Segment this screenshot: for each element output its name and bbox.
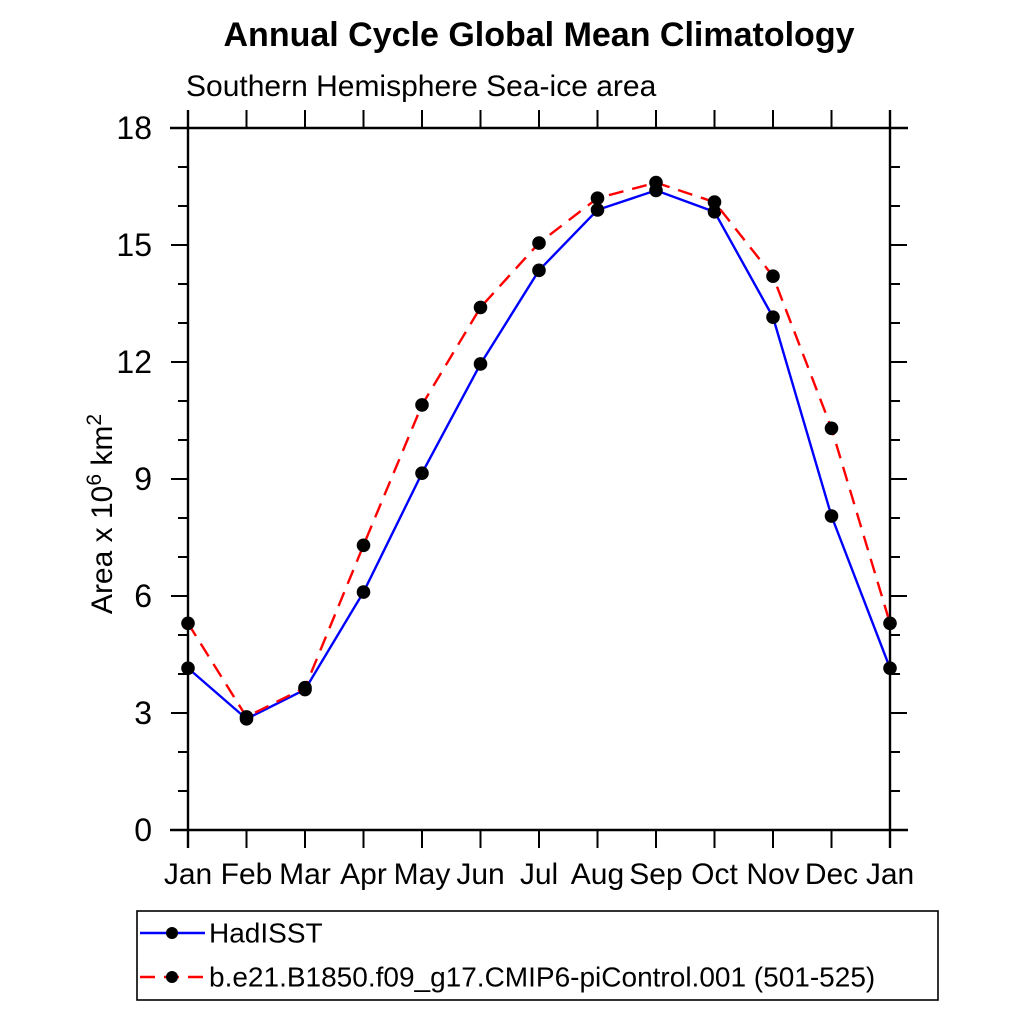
legend-box [136, 910, 939, 1001]
data-point-series-0 [883, 661, 897, 675]
y-tick-label: 9 [134, 461, 152, 497]
data-point-series-1 [181, 616, 195, 631]
chart-subtitle: Southern Hemisphere Sea-ice area [186, 70, 657, 103]
data-point-series-0 [473, 357, 488, 371]
x-tick-label: Oct [691, 858, 738, 891]
x-tick-label: Dec [805, 858, 858, 891]
x-tick-label: Sep [629, 858, 682, 891]
data-point-series-1 [298, 680, 312, 695]
y-axis-label: Area x 106 km2 [83, 414, 119, 614]
legend-marker-1 [166, 971, 178, 983]
data-point-series-1 [473, 300, 488, 315]
data-series [181, 175, 897, 726]
x-tick-label: Aug [571, 858, 624, 891]
data-point-series-0 [766, 310, 780, 324]
x-tick-label: May [394, 858, 451, 891]
y-axis-label-superscript: 2 [83, 414, 106, 426]
data-point-series-1 [356, 538, 371, 553]
data-point-series-0 [590, 203, 605, 217]
data-point-series-1 [649, 175, 663, 190]
data-point-series-0 [532, 263, 546, 278]
y-tick-label: 6 [134, 578, 152, 614]
x-tick-label: Apr [340, 858, 387, 891]
y-tick-label: 3 [134, 695, 152, 731]
data-point-series-1 [824, 421, 839, 436]
x-tick-label: Jan [164, 858, 212, 891]
y-tick-label: 15 [116, 227, 152, 263]
data-point-series-1 [532, 236, 546, 250]
x-tick-labels: Jan Feb Mar Apr May Jun Jul Aug Sep Oct Nov Dec Jan [164, 858, 914, 891]
plot-frame [170, 110, 908, 848]
data-point-series-1 [707, 195, 722, 209]
y-tick-labels: 0 3 6 9 12 15 18 [116, 110, 152, 848]
data-point-series-1 [883, 616, 897, 631]
data-point-series-1 [415, 398, 429, 412]
x-tick-label: Nov [746, 858, 799, 891]
legend-label-1: b.e21.B1850.f09_g17.CMIP6-piControl.001 … [209, 962, 875, 993]
legend: HadISST b.e21.B1850.f09_g17.CMIP6-piContr… [136, 910, 939, 1001]
data-point-series-0 [707, 205, 722, 219]
y-tick-label: 18 [116, 110, 152, 146]
data-point-series-0 [415, 466, 429, 480]
y-axis-label-superscript: 6 [83, 474, 106, 486]
data-point-series-1 [766, 269, 780, 284]
x-tick-label: Jun [456, 858, 504, 891]
legend-marker-0 [166, 927, 178, 939]
data-point-series-0 [824, 509, 839, 523]
y-axis-label-part: km [86, 426, 119, 474]
y-tick-label: 12 [116, 344, 152, 380]
x-tick-label: Feb [221, 858, 273, 891]
data-point-series-1 [590, 191, 605, 205]
y-tick-label: 0 [134, 812, 152, 848]
chart-title: Annual Cycle Global Mean Climatology [224, 16, 855, 54]
data-point-series-1 [239, 710, 254, 724]
data-point-series-0 [356, 585, 371, 599]
series-line-1 [186, 181, 892, 719]
x-tick-label: Jul [520, 858, 558, 891]
axis-ticks [171, 110, 907, 848]
x-tick-label: Mar [279, 858, 331, 891]
data-point-series-0 [181, 661, 195, 675]
legend-label-0: HadISST [209, 918, 323, 949]
x-tick-label: Jan [866, 858, 914, 891]
y-axis-label-part: Area x 10 [86, 486, 119, 614]
